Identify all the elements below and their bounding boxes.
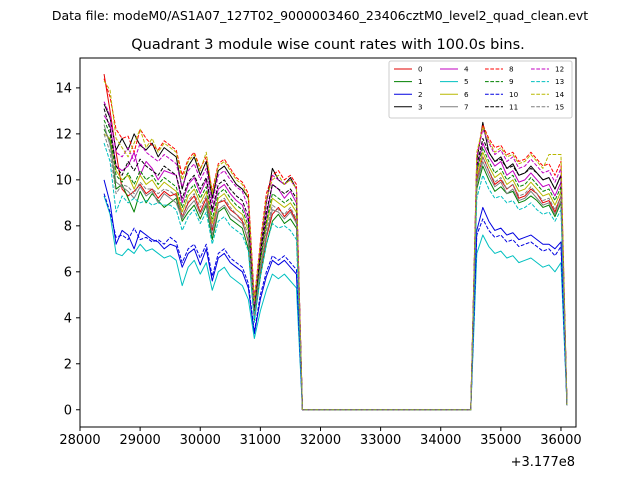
x-axis-offset-label: +3.177e8 — [511, 455, 575, 470]
legend-label-7: 7 — [464, 102, 469, 111]
series-line-11 — [103, 108, 568, 411]
legend-label-0: 0 — [418, 65, 423, 74]
series-lines — [103, 74, 568, 411]
y-tick-label: 12 — [55, 127, 72, 142]
legend-label-9: 9 — [509, 77, 514, 86]
y-tick-label: 0 — [64, 403, 72, 418]
x-tick-label: 33000 — [360, 433, 401, 448]
series-line-6 — [103, 133, 568, 411]
chart-title: Quadrant 3 module wise count rates with … — [131, 37, 525, 53]
y-tick-label: 2 — [64, 357, 72, 372]
y-tick-label: 10 — [55, 173, 72, 188]
series-line-15 — [103, 133, 568, 411]
x-tick-label: 28000 — [59, 433, 100, 448]
x-tick-label: 34000 — [420, 433, 461, 448]
series-line-3 — [103, 103, 568, 411]
legend-label-4: 4 — [464, 65, 469, 74]
y-tick-label: 8 — [64, 219, 72, 234]
series-line-8 — [103, 78, 568, 411]
x-tick-label: 36000 — [540, 433, 581, 448]
y-tick-label: 6 — [64, 265, 72, 280]
legend-label-12: 12 — [555, 65, 564, 74]
legend-label-10: 10 — [509, 90, 519, 99]
legend-label-8: 8 — [509, 65, 514, 74]
series-line-10 — [103, 193, 568, 411]
chart-suptitle: Data file: modeM0/AS1A07_127T02_90000034… — [52, 8, 588, 23]
x-tick-label: 29000 — [119, 433, 160, 448]
x-axis: 28000 29000 30000 31000 32000 33000 34000 35000… — [59, 427, 582, 448]
x-tick-label: 35000 — [480, 433, 521, 448]
x-tick-label: 32000 — [300, 433, 341, 448]
series-line-13 — [103, 142, 568, 411]
legend-label-6: 6 — [464, 90, 469, 99]
legend-box — [388, 60, 573, 119]
series-line-7 — [103, 124, 568, 411]
y-tick-label: 4 — [64, 311, 72, 326]
legend-label-13: 13 — [555, 77, 564, 86]
y-tick-label: 14 — [55, 81, 72, 96]
legend-label-2: 2 — [418, 90, 423, 99]
legend-label-15: 15 — [555, 102, 564, 111]
series-line-2 — [103, 179, 568, 411]
legend-label-11: 11 — [509, 102, 518, 111]
plot-frame — [79, 57, 577, 428]
x-tick-label: 31000 — [240, 433, 281, 448]
y-axis: 0 2 4 6 8 10 12 14 — [55, 81, 80, 418]
series-line-14 — [103, 80, 568, 411]
series-line-5 — [103, 195, 568, 411]
x-tick-label: 30000 — [180, 433, 221, 448]
legend-label-1: 1 — [418, 77, 423, 86]
legend-label-14: 14 — [555, 90, 565, 99]
legend-label-3: 3 — [418, 102, 423, 111]
series-line-0 — [103, 74, 568, 411]
legend-label-5: 5 — [464, 77, 469, 86]
